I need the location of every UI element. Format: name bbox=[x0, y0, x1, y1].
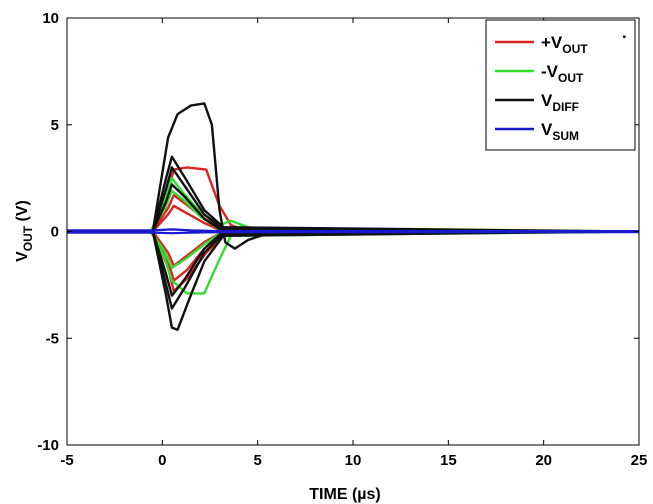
y-axis-label: VOUT (V) bbox=[14, 200, 35, 262]
legend-label-sub-0: OUT bbox=[562, 42, 588, 56]
y-axis-label-sub: OUT bbox=[21, 225, 35, 251]
legend-stray-mark: . bbox=[622, 23, 627, 42]
y-tick-label-0: -10 bbox=[37, 437, 59, 454]
legend-label-1: -VOUT bbox=[541, 62, 584, 85]
legend-label-main-0: +V bbox=[541, 33, 563, 52]
x-axis-label: TIME (µs) bbox=[309, 486, 380, 503]
y-tick-label-3: 5 bbox=[51, 117, 59, 134]
y-tick-label-2: 0 bbox=[51, 224, 59, 241]
x-tick-label-4: 15 bbox=[440, 452, 457, 469]
legend-label-sub-2: DIFF bbox=[552, 100, 579, 114]
legend-label-main-1: -V bbox=[541, 62, 559, 81]
x-tick-label-5: 20 bbox=[535, 452, 552, 469]
legend-label-2: VDIFF bbox=[541, 91, 579, 114]
y-tick-label-1: -5 bbox=[46, 330, 59, 347]
series-1-trace-2 bbox=[67, 230, 640, 295]
series-2-trace-3 bbox=[67, 183, 639, 233]
legend-label-main-3: V bbox=[541, 120, 553, 139]
series-0-trace-0 bbox=[67, 166, 639, 233]
series-2-trace-2 bbox=[67, 166, 640, 233]
y-tick-label-4: 10 bbox=[42, 10, 59, 27]
series-2-trace-4 bbox=[67, 230, 640, 310]
data-traces bbox=[67, 102, 640, 331]
legend-label-main-2: V bbox=[541, 91, 553, 110]
series-2-trace-1 bbox=[67, 155, 640, 233]
series-1-trace-0 bbox=[67, 176, 639, 233]
x-tick-label-2: 5 bbox=[253, 452, 261, 469]
y-axis-label-main: V bbox=[14, 251, 31, 262]
x-tick-label-0: -5 bbox=[60, 452, 73, 469]
legend-label-3: VSUM bbox=[541, 120, 579, 143]
series-3-trace-1 bbox=[67, 231, 639, 235]
series-2-trace-6 bbox=[67, 230, 639, 297]
x-tick-label-3: 10 bbox=[345, 452, 362, 469]
y-axis-label-unit: (V) bbox=[14, 200, 31, 226]
series-0-trace-5 bbox=[67, 230, 640, 293]
series-0-trace-4 bbox=[67, 230, 639, 282]
series-2-trace-5 bbox=[67, 230, 640, 331]
legend-label-sub-3: SUM bbox=[552, 129, 579, 143]
legend-label-0: +VOUT bbox=[541, 33, 588, 56]
x-tick-label-1: 0 bbox=[158, 452, 166, 469]
legend-label-sub-1: OUT bbox=[558, 71, 584, 85]
x-tick-label-6: 25 bbox=[631, 452, 648, 469]
